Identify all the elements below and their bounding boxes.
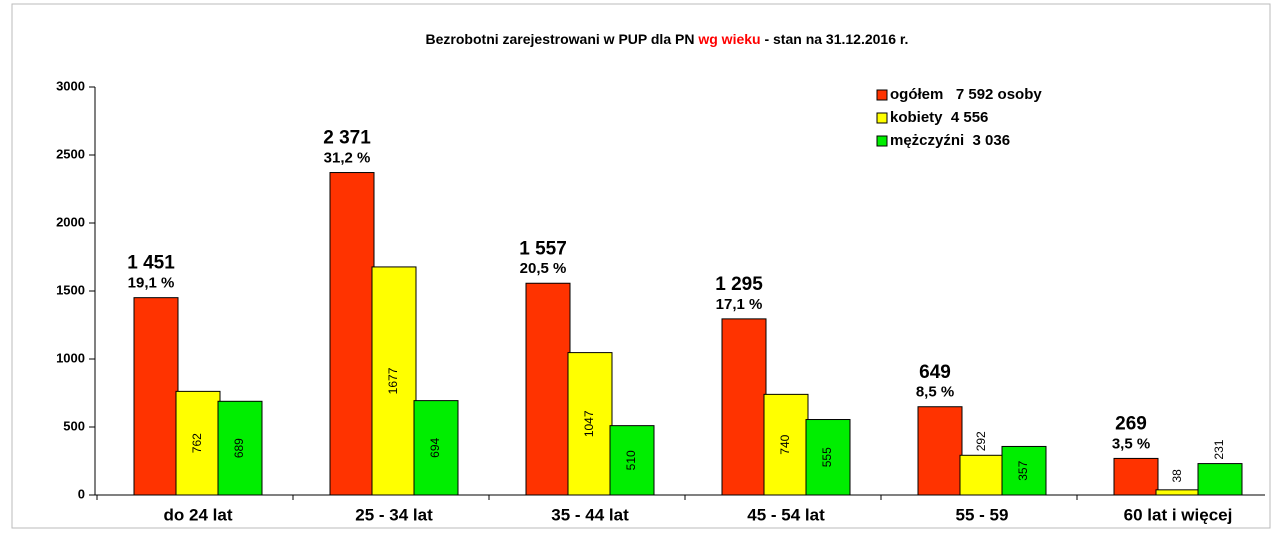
y-tick-label: 1500 [56,282,85,297]
y-tick-label: 2500 [56,146,85,161]
bar [1001,445,1047,496]
bar [609,425,655,496]
x-tick-label: 55 - 59 [956,505,1009,524]
share-label: 17,1 % [716,296,763,313]
legend-swatch [876,135,888,147]
y-tick-label: 500 [63,418,85,433]
x-tick-label: 45 - 54 lat [747,505,825,524]
share-label: 3,5 % [1112,435,1150,452]
title-part: wg wieku [697,31,760,47]
bar [413,400,459,496]
x-tick-label: 60 lat i więcej [1124,505,1233,524]
value-label: 694 [428,437,442,457]
value-label: 1047 [582,410,596,437]
value-label: 689 [232,438,246,458]
value-label: 1 557 [519,238,567,259]
value-label: 740 [778,434,792,454]
y-tick-label: 3000 [56,78,85,93]
value-label: 510 [624,450,638,470]
bar [917,406,963,496]
bar [1155,489,1201,496]
title-part: Bezrobotni zarejestrowani w PUP dla PN [426,31,699,47]
bar [329,172,375,496]
bar [567,352,613,496]
title-part: - stan na 31.12.2016 r. [761,31,909,47]
bar [525,282,571,496]
legend-label: kobiety 4 556 [890,109,988,126]
share-label: 20,5 % [520,260,567,277]
x-tick-label: 25 - 34 lat [355,505,433,524]
value-label: 2 371 [323,128,371,149]
bar [805,419,851,496]
chart-border [11,3,1271,529]
x-tick-label: 35 - 44 lat [551,505,629,524]
value-label: 38 [1170,469,1184,483]
value-label: 762 [190,433,204,453]
bar [721,318,767,496]
y-tick-label: 1000 [56,350,85,365]
value-label: 649 [919,362,951,383]
value-label: 269 [1115,413,1147,434]
bar [175,390,221,496]
bar [1197,463,1243,496]
share-label: 8,5 % [916,384,954,401]
bar [763,393,809,496]
share-label: 31,2 % [324,150,371,167]
x-tick-label: do 24 lat [164,505,233,524]
value-label: 1 451 [127,253,175,274]
bar [959,454,1005,496]
bar [133,297,179,496]
legend-label: ogółem 7 592 osoby [890,86,1042,103]
bar [217,400,263,496]
value-label: 1 295 [715,274,763,295]
y-tick-label: 0 [78,486,85,501]
value-label: 357 [1016,460,1030,480]
value-label: 292 [974,431,988,451]
value-label: 231 [1212,439,1226,459]
share-label: 19,1 % [128,275,175,292]
legend-swatch [876,112,888,124]
bar [371,266,417,496]
legend-swatch [876,89,888,101]
y-tick-label: 2000 [56,214,85,229]
legend-label: mężczyźni 3 036 [890,132,1010,149]
value-label: 1677 [386,367,400,394]
value-label: 555 [820,447,834,467]
bar [1113,457,1159,496]
chart-title: Bezrobotni zarejestrowani w PUP dla PN w… [426,31,909,47]
